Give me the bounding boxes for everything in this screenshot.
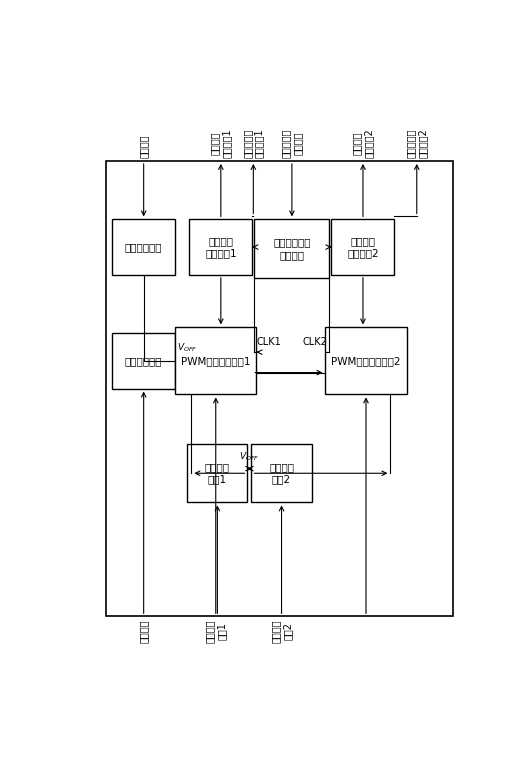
Text: 电压转换电路: 电压转换电路 xyxy=(125,356,162,366)
Bar xyxy=(106,161,453,616)
Bar xyxy=(325,327,407,394)
Text: 欠压设置: 欠压设置 xyxy=(139,135,149,158)
Text: 时钟设置及
同步信号: 时钟设置及 同步信号 xyxy=(281,129,303,158)
Text: 有源算位
驱动电路1: 有源算位 驱动电路1 xyxy=(205,236,237,258)
Text: 主开关管
驱动输出2: 主开关管 驱动输出2 xyxy=(352,128,374,158)
Text: 有源箝位管
驱动输出2: 有源箝位管 驱动输出2 xyxy=(406,128,428,158)
Text: 过流保护
电路2: 过流保护 电路2 xyxy=(269,462,294,484)
Text: 过流保护
电路1: 过流保护 电路1 xyxy=(205,462,230,484)
Text: 有源算位
驱动电路2: 有源算位 驱动电路2 xyxy=(347,236,379,258)
Text: 主开关管
驱动输出1: 主开关管 驱动输出1 xyxy=(210,128,232,158)
Text: 欠压保护电路: 欠压保护电路 xyxy=(125,242,162,252)
Text: CLK2: CLK2 xyxy=(302,337,328,347)
Text: PWM方波生成电路1: PWM方波生成电路1 xyxy=(181,356,250,366)
Text: $V_{OFF}$: $V_{OFF}$ xyxy=(239,450,260,462)
Bar xyxy=(187,444,247,503)
Text: 采样反馈
信号2: 采样反馈 信号2 xyxy=(271,619,292,643)
Text: 电压输入: 电压输入 xyxy=(139,619,149,643)
Text: 可同步双时钟
振荡电路: 可同步双时钟 振荡电路 xyxy=(273,237,311,260)
Text: PWM方波生成电路2: PWM方波生成电路2 xyxy=(331,356,401,366)
Bar xyxy=(254,219,330,277)
Text: 采样反馈
信号1: 采样反馈 信号1 xyxy=(205,619,226,643)
Text: CLK1: CLK1 xyxy=(256,337,281,347)
Text: $V_{OFF}$: $V_{OFF}$ xyxy=(177,341,198,354)
Bar xyxy=(112,219,175,275)
Bar xyxy=(189,219,252,275)
Bar xyxy=(112,334,175,389)
Bar xyxy=(252,444,312,503)
Bar xyxy=(175,327,256,394)
Bar xyxy=(332,219,395,275)
Text: 有源箝位管
驱动输出1: 有源箝位管 驱动输出1 xyxy=(243,128,264,158)
